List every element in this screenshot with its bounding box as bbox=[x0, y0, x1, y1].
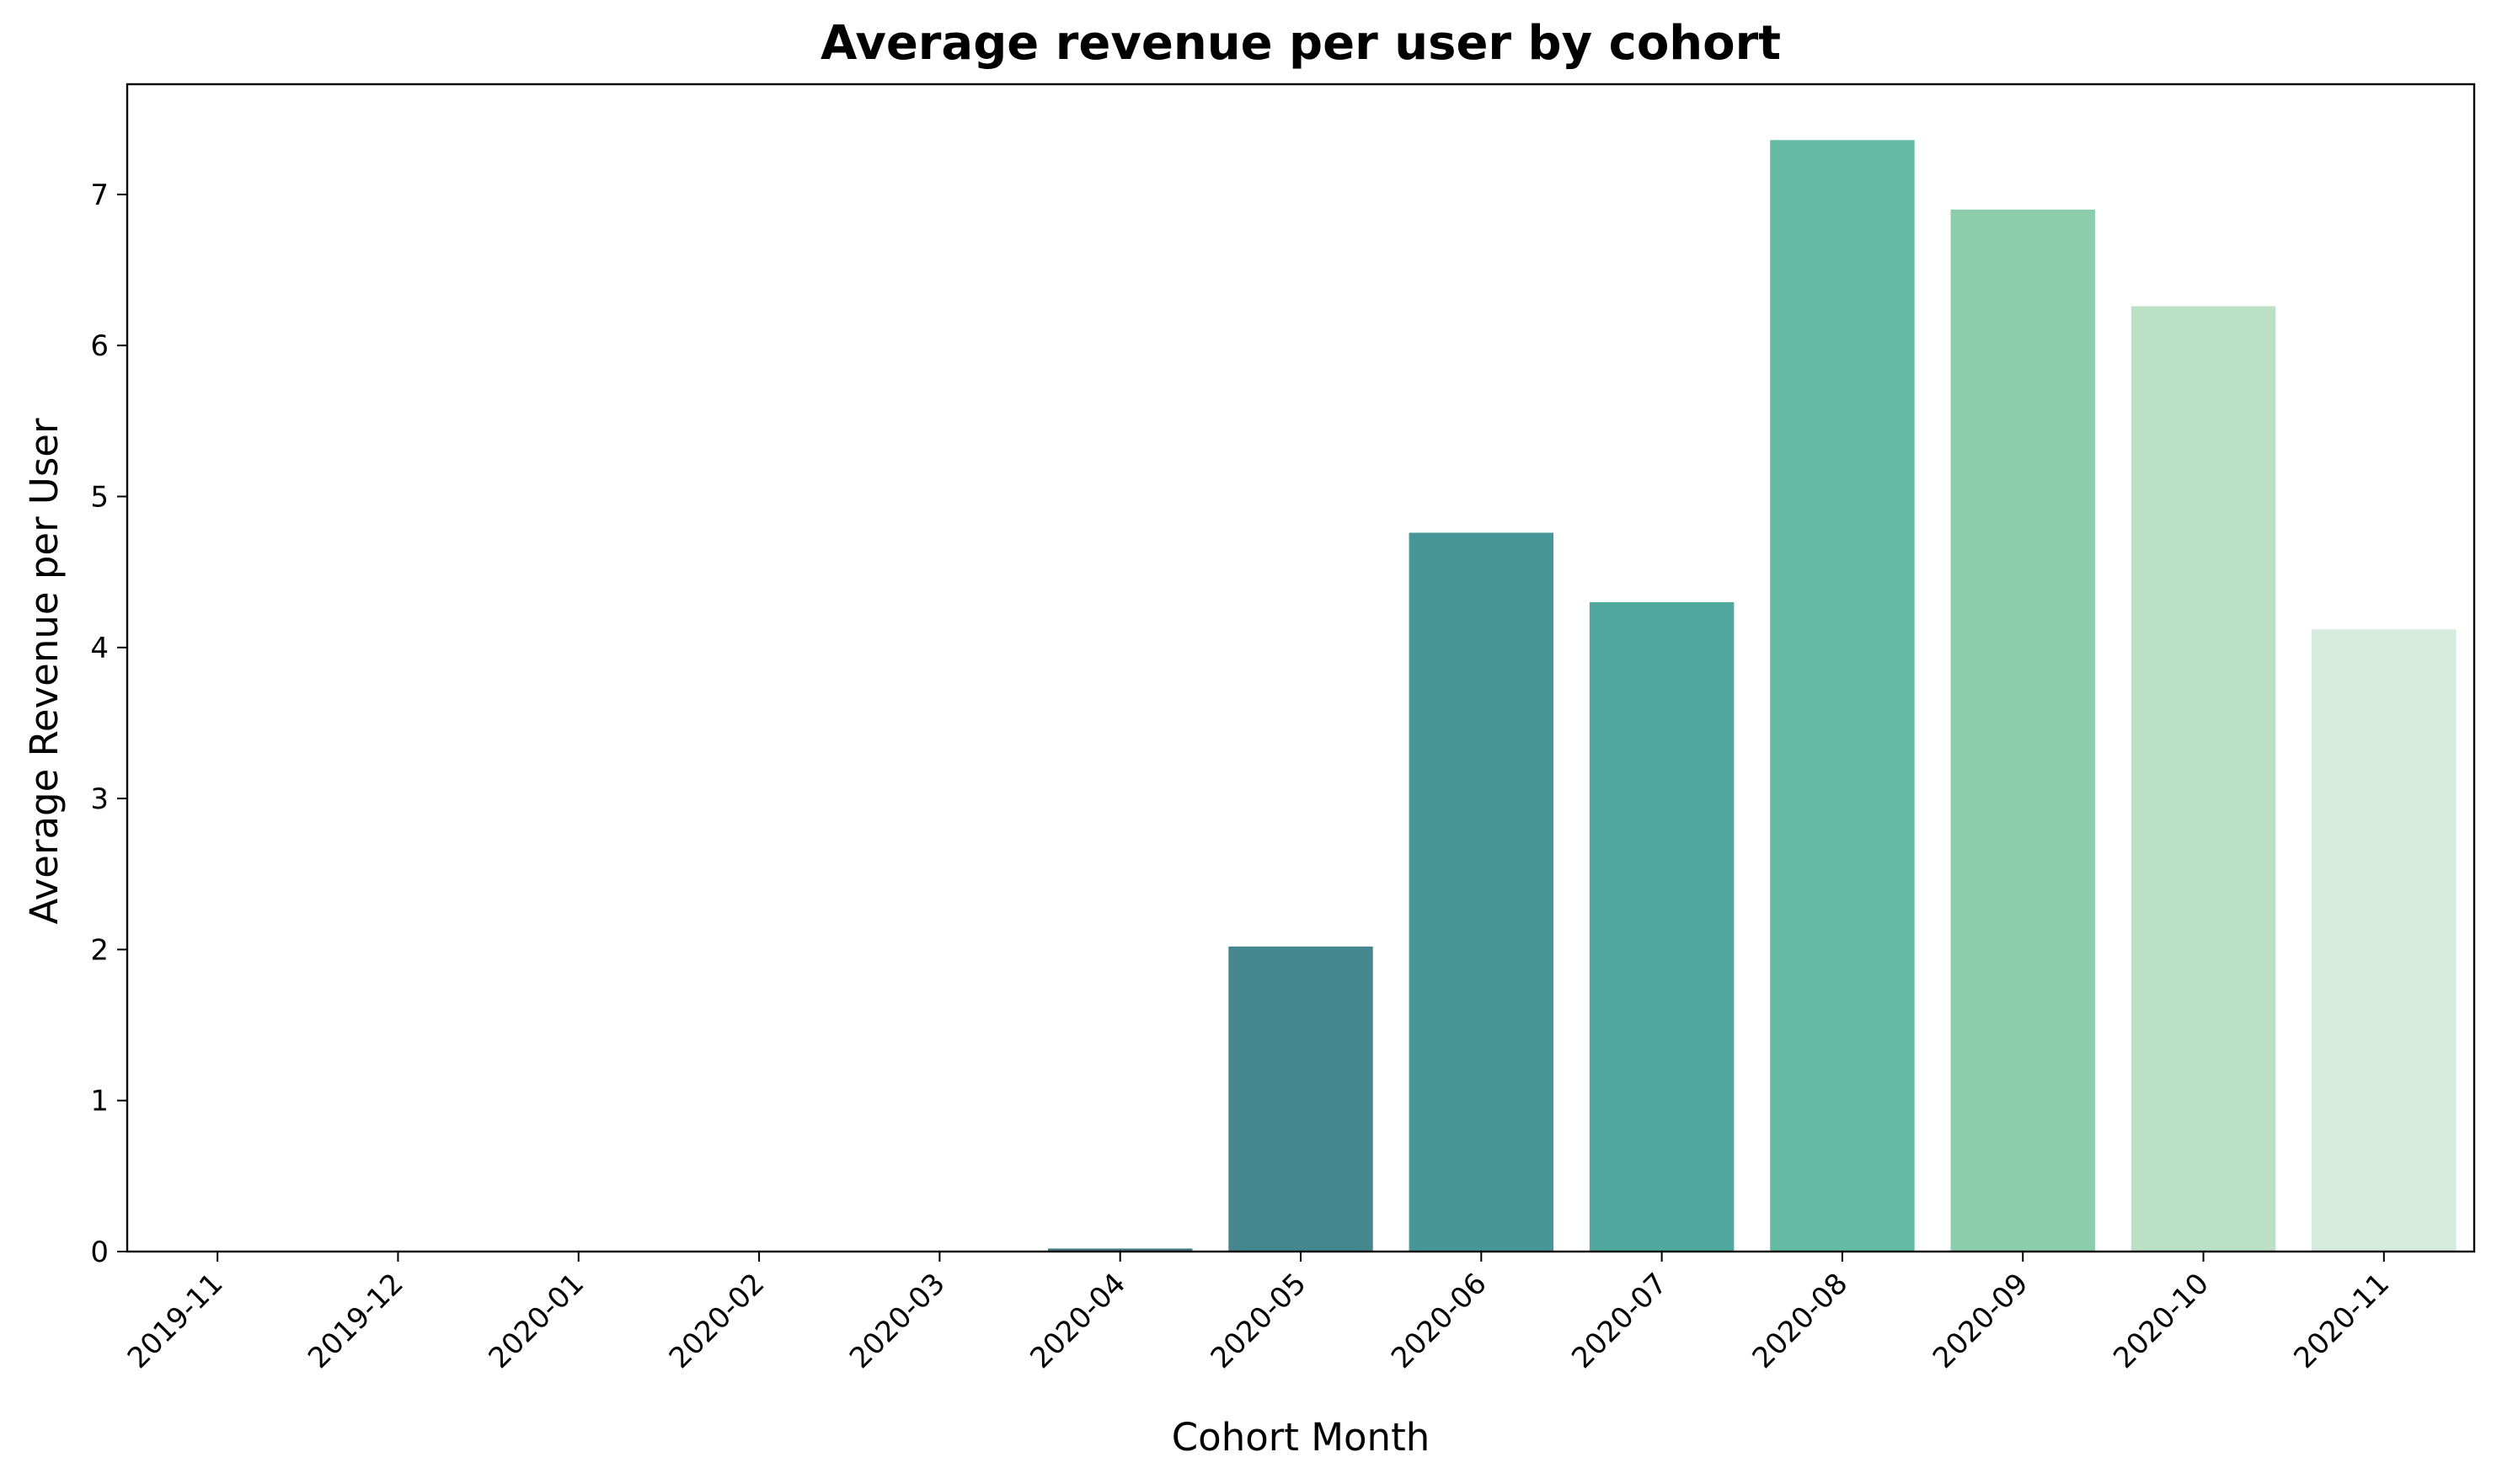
y-axis-label: Average Revenue per User bbox=[22, 418, 67, 924]
x-tick-label: 2020-01 bbox=[482, 1267, 591, 1375]
x-tick-label: 2019-11 bbox=[121, 1267, 230, 1375]
x-tick-label: 2019-12 bbox=[302, 1267, 410, 1375]
bars-group bbox=[1047, 140, 2457, 1252]
x-tick-label: 2020-03 bbox=[843, 1267, 952, 1375]
y-axis: 0 1 2 3 4 5 6 7 bbox=[90, 179, 127, 1269]
x-axis-label: Cohort Month bbox=[1172, 1415, 1430, 1460]
bar-2020-10 bbox=[2130, 306, 2276, 1252]
chart-title: Average revenue per user by cohort bbox=[821, 16, 1781, 71]
bar-2020-06 bbox=[1409, 532, 1554, 1252]
x-tick-label: 2020-07 bbox=[1565, 1267, 1674, 1375]
bar-2020-07 bbox=[1589, 602, 1735, 1252]
y-tick-label: 2 bbox=[90, 933, 109, 967]
x-tick-label: 2020-04 bbox=[1024, 1267, 1132, 1375]
y-tick-label: 0 bbox=[90, 1236, 109, 1269]
y-tick-label: 7 bbox=[90, 179, 109, 212]
y-tick-label: 6 bbox=[90, 329, 109, 363]
bar-2020-04 bbox=[1047, 1248, 1193, 1252]
x-tick-label: 2020-02 bbox=[663, 1267, 772, 1375]
x-tick-label: 2020-11 bbox=[2287, 1267, 2396, 1375]
x-axis: 2019-11 2019-12 2020-01 2020-02 2020-03 2020-… bbox=[121, 1252, 2396, 1375]
bar-2020-09 bbox=[1950, 209, 2095, 1252]
y-tick-label: 3 bbox=[90, 782, 109, 816]
bar-2020-08 bbox=[1770, 140, 1915, 1252]
x-tick-label: 2020-09 bbox=[1927, 1267, 2035, 1375]
x-tick-label: 2020-10 bbox=[2107, 1267, 2216, 1375]
x-tick-label: 2020-08 bbox=[1746, 1267, 1855, 1375]
y-tick-label: 5 bbox=[90, 480, 109, 514]
y-tick-label: 1 bbox=[90, 1085, 109, 1118]
plot-frame bbox=[126, 83, 2476, 1253]
x-tick-label: 2020-06 bbox=[1385, 1267, 1494, 1375]
bar-2020-05 bbox=[1228, 946, 1373, 1252]
y-tick-label: 4 bbox=[90, 632, 109, 665]
x-tick-label: 2020-05 bbox=[1205, 1267, 1313, 1375]
bar-2020-11 bbox=[2312, 629, 2457, 1252]
